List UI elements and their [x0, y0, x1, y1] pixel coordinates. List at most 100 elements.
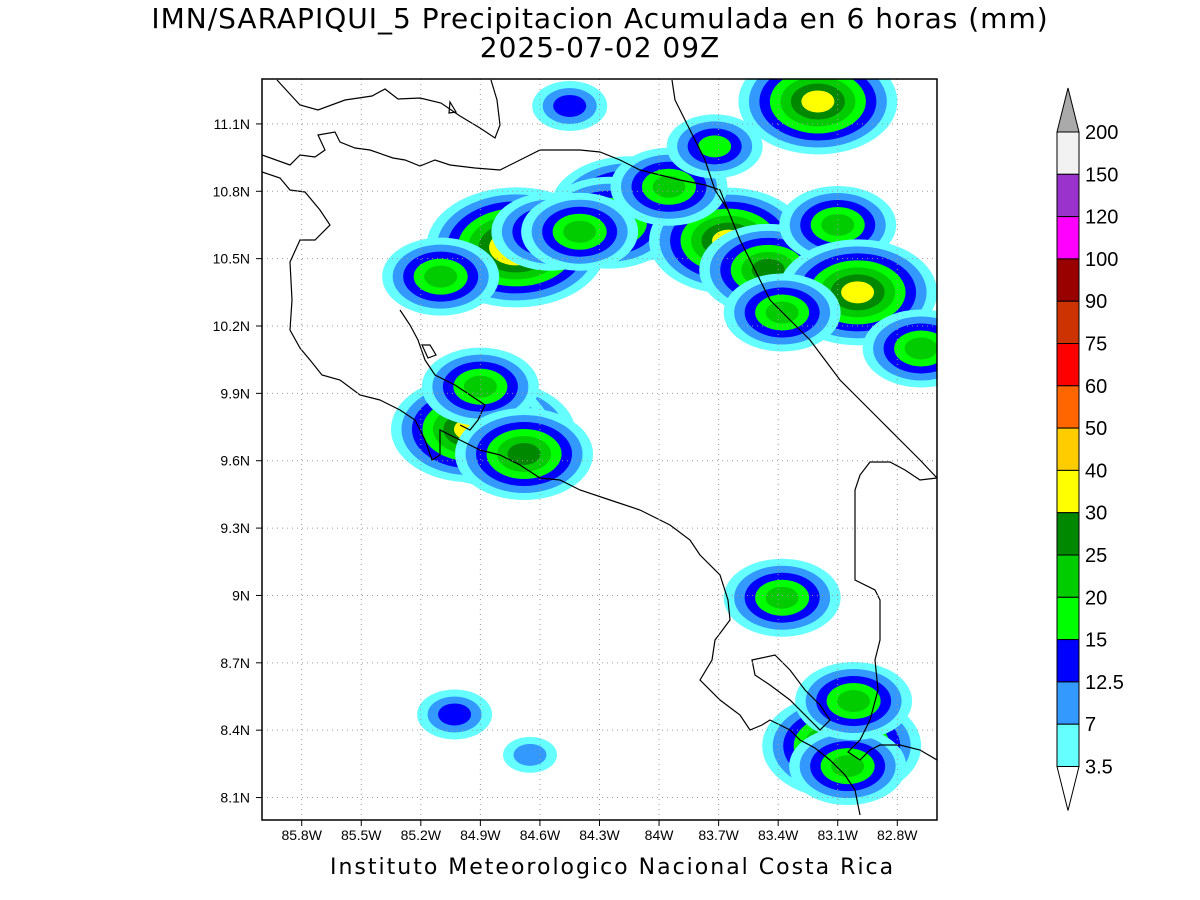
colorbar-label: 120: [1085, 207, 1118, 229]
colorbar-label: 15: [1085, 630, 1107, 652]
colorbar-label: 90: [1085, 291, 1107, 313]
precip-contour: [553, 94, 587, 117]
chart-subtitle-datetime: 2025-07-02 09Z: [479, 31, 721, 64]
lon-tick-label: 85.2W: [401, 827, 442, 843]
lon-tick-label: 82.8W: [877, 827, 918, 843]
precip-cell: [417, 689, 493, 740]
precip-cell: [532, 80, 608, 131]
colorbar-box: [1056, 343, 1080, 387]
lat-tick-label: 9.9N: [220, 385, 250, 401]
colorbar-label: 30: [1085, 503, 1107, 525]
graticule: [262, 79, 937, 820]
lon-tick-label: 85.8W: [281, 827, 322, 843]
lon-tick-label: 83.7W: [698, 827, 739, 843]
latitude-axis: 11.1N 10.8N 10.5N 10.2N 9.9N 9.6N 9.3N 9N 8.7N 8.…: [213, 116, 262, 806]
lat-tick-label: 8.4N: [220, 722, 250, 738]
precip-contour: [841, 281, 875, 304]
colorbar-box: [1056, 512, 1080, 556]
chart-title: IMN/SARAPIQUI_5 Precipitacion Acumulada …: [151, 2, 1049, 35]
colorbar-label: 75: [1085, 334, 1107, 356]
colorbar-label: 150: [1085, 164, 1118, 186]
lat-tick-label: 10.5N: [213, 251, 250, 267]
precip-contour: [837, 689, 871, 712]
lat-tick-label: 8.1N: [220, 790, 250, 806]
colorbar-label: 25: [1085, 545, 1107, 567]
colorbar-box: [1056, 723, 1080, 768]
colorbar-box: [1056, 681, 1080, 725]
precip-cell: [738, 79, 898, 155]
precip-cell: [862, 309, 937, 388]
lat-tick-label: 10.8N: [213, 183, 250, 199]
gulf-of-nicoya: [399, 309, 486, 431]
island-ometepe: [448, 100, 457, 114]
colorbar-box: [1056, 385, 1080, 429]
colorbar-box: [1056, 427, 1080, 471]
colorbar-label: 12.5: [1085, 672, 1124, 694]
colorbar-label: 3.5: [1085, 757, 1113, 779]
lon-tick-label: 83.1W: [818, 827, 859, 843]
precip-contour: [438, 703, 472, 726]
colorbar-legend: 3.5 7 12.5 15 20 25 30 40 50 60 75 90 100 120 150 200: [1056, 87, 1124, 811]
colorbar-label: 50: [1085, 418, 1107, 440]
precip-contour: [904, 337, 937, 360]
precip-contour: [563, 220, 597, 243]
precip-contour: [831, 755, 865, 778]
colorbar-label: 100: [1085, 249, 1118, 271]
colorbar-box: [1056, 596, 1080, 641]
colorbar-label: 40: [1085, 460, 1107, 482]
colorbar-box: [1056, 300, 1080, 345]
lat-tick-label: 9.6N: [220, 453, 250, 469]
precip-contour: [463, 375, 497, 398]
lon-tick-label: 84.9W: [460, 827, 501, 843]
colorbar-label: 20: [1085, 587, 1107, 609]
caribbean-coast: [671, 79, 937, 479]
lon-tick-label: 85.5W: [341, 827, 382, 843]
colorbar-box: [1056, 216, 1080, 260]
precip-cell: [503, 736, 558, 773]
colorbar-box: [1056, 173, 1080, 218]
precip-contour: [765, 586, 799, 609]
colorbar-box: [1056, 639, 1080, 683]
island-nicoya: [421, 344, 437, 359]
colorbar-label: 7: [1085, 714, 1096, 736]
footer-credit: Instituto Meteorologico Nacional Costa R…: [330, 855, 896, 880]
lon-tick-label: 84W: [645, 827, 675, 843]
precip-contour: [424, 265, 458, 288]
lat-tick-label: 11.1N: [214, 116, 250, 132]
colorbar-box: [1056, 469, 1080, 514]
precipitation-layer: [382, 79, 937, 806]
lat-tick-label: 10.2N: [213, 318, 250, 334]
lon-tick-label: 83.4W: [758, 827, 799, 843]
colorbar-box: [1056, 258, 1080, 302]
border-nicaragua-costarica: [262, 131, 729, 211]
precip-cell: [723, 558, 841, 637]
lon-tick-label: 84.6W: [520, 827, 561, 843]
lat-tick-label: 9N: [232, 587, 250, 603]
osa-peninsula: [751, 654, 831, 731]
border-costarica-panama: [847, 461, 937, 761]
precip-cell: [382, 237, 500, 316]
coastline-nicaragua-north: [276, 79, 501, 139]
colorbar-label: 200: [1085, 122, 1118, 144]
precip-contour: [698, 135, 732, 158]
precip-contour: [652, 175, 686, 198]
colorbar-box: [1056, 131, 1080, 175]
precip-cell: [795, 661, 913, 740]
precip-contour: [507, 442, 541, 465]
pacific-coast-guanacaste: [262, 171, 861, 816]
precip-contour: [801, 90, 835, 113]
longitude-axis: 85.8W 85.5W 85.2W 84.9W 84.6W 84.3W 84W 83.7W 83…: [281, 820, 918, 843]
precip-cell: [789, 727, 907, 806]
colorbar-bottom-arrow: [1056, 766, 1080, 811]
colorbar-top-arrow: [1056, 87, 1080, 133]
precip-contour: [513, 743, 547, 766]
lat-tick-label: 8.7N: [220, 655, 250, 671]
precip-cell: [521, 192, 639, 271]
lat-tick-label: 9.3N: [220, 520, 250, 536]
precip-cell: [421, 347, 539, 426]
precip-cell: [455, 407, 594, 500]
coastline-layer: [262, 79, 937, 816]
colorbar-box: [1056, 554, 1080, 598]
precip-cell: [666, 114, 763, 179]
